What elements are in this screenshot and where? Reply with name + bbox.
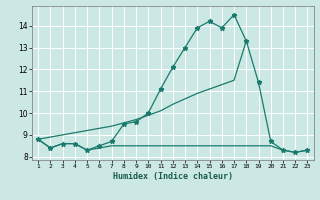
X-axis label: Humidex (Indice chaleur): Humidex (Indice chaleur): [113, 172, 233, 181]
